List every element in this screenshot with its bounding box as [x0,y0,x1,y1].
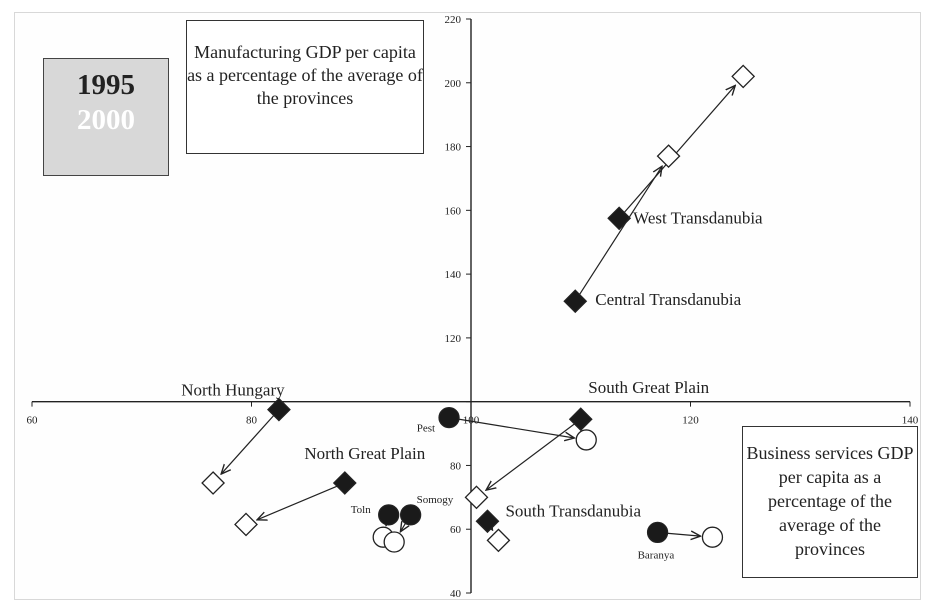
x-tick-label: 60 [27,415,39,427]
pest-arrow [456,418,574,438]
west-transdanubia-arrow [623,85,735,213]
x-axis-title: Business services GDP per capita as a pe… [746,443,914,559]
central-transdanubia-arrow [579,166,662,295]
pest-2000-marker [575,429,597,451]
baranya-label: Baranya [638,549,675,561]
west-transdanubia-2000-marker [731,64,756,89]
y-tick-label: 120 [445,333,462,345]
baranya-1995-marker [646,521,669,544]
x-tick-label: 120 [682,415,699,427]
north-great-plain-1995-marker [332,471,357,495]
somogy-2000-marker [383,531,405,553]
central-transdanubia-1995-marker [563,289,588,314]
legend-year-2000: 2000 [77,104,135,136]
x-axis-title-box: Business services GDP per capita as a pe… [742,426,918,578]
baranya-2000-marker [701,526,724,548]
somogy-label: Somogy [417,494,454,506]
y-tick-label: 220 [445,14,462,26]
south-great-plain-label: South Great Plain [588,378,709,397]
south-transdanubia-1995-marker [475,509,500,534]
legend-year-1995: 1995 [77,69,135,101]
x-tick-label: 140 [902,415,919,427]
south-great-plain-2000-marker [464,485,489,510]
y-tick-label: 60 [450,524,462,536]
pest-1995-marker [438,406,460,429]
north-great-plain-2000-marker [234,512,258,537]
west-transdanubia-label: West Transdanubia [633,208,763,227]
south-great-plain-1995-marker [568,407,593,432]
somogy-1995-marker [399,504,422,526]
south-great-plain-arrow [486,423,575,490]
toln-1995-marker [378,504,400,526]
north-hungary-label: North Hungary [181,381,285,400]
y-axis-title: Manufacturing GDP per capita as a percen… [187,42,423,108]
y-tick-label: 40 [450,588,462,600]
south-transdanubia-label: South Transdanubia [505,501,641,520]
y-tick-label: 200 [445,78,462,90]
y-tick-label: 80 [450,460,462,472]
south-transdanubia-2000-marker [486,528,511,553]
north-hungary-2000-marker [201,471,226,495]
legend-box: 1995 2000 [43,58,169,176]
north-great-plain-label: North Great Plain [304,444,425,463]
north-hungary-arrow [221,415,275,474]
west-transdanubia-1995-marker [607,206,632,231]
central-transdanubia-label: Central Transdanubia [595,290,741,309]
pest-label: Pest [417,423,435,435]
y-tick-label: 160 [445,205,462,217]
y-tick-label: 140 [445,269,462,281]
y-axis-title-box: Manufacturing GDP per capita as a percen… [186,20,424,154]
north-great-plain-arrow [257,485,338,520]
baranya-arrow [665,533,701,536]
y-tick-label: 180 [445,142,462,154]
north-hungary-1995-marker [267,397,291,422]
x-tick-label: 80 [246,415,258,427]
toln-label: Toln [351,504,372,516]
central-transdanubia-2000-marker [656,144,681,169]
